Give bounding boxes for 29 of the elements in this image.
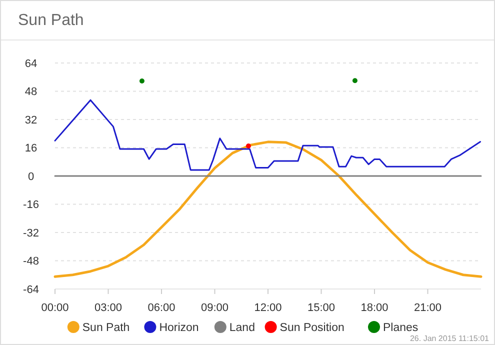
x-tick-label: 15:00 (307, 302, 336, 314)
point (246, 143, 251, 148)
x-tick-label: 09:00 (200, 302, 229, 314)
legend-label: Sun Path (82, 322, 130, 334)
legend-label: Land (229, 322, 255, 334)
y-tick-label: 48 (24, 86, 38, 98)
x-tick-label: 18:00 (360, 302, 388, 314)
y-tick-label: -32 (23, 227, 39, 240)
legend-label: Planes (383, 322, 418, 334)
y-tick-label: 32 (24, 114, 38, 126)
x-tick-label: 12:00 (254, 302, 282, 314)
legend-label: Horizon (159, 322, 199, 334)
legend-label: Sun Position (280, 322, 344, 334)
chart-title: Sun Path (18, 12, 84, 29)
y-tick-label: -16 (23, 199, 39, 212)
point (139, 78, 144, 84)
y-tick-label: 0 (28, 170, 34, 183)
y-tick-label: 64 (24, 58, 38, 70)
text: 26. Jan 2015 11:15:01 (410, 334, 490, 343)
point (352, 78, 358, 84)
line-series (54, 140, 482, 278)
y-tick-label: 16 (24, 142, 38, 155)
x-tick-label: 03:00 (94, 302, 122, 314)
x-tick-label: 21:00 (414, 302, 442, 314)
x-tick-label: 00:00 (41, 302, 69, 314)
line-series (54, 99, 482, 171)
x-tick-label: 06:00 (148, 302, 176, 314)
y-tick-label: -48 (23, 256, 39, 268)
y-tick-label: -64 (23, 284, 39, 296)
